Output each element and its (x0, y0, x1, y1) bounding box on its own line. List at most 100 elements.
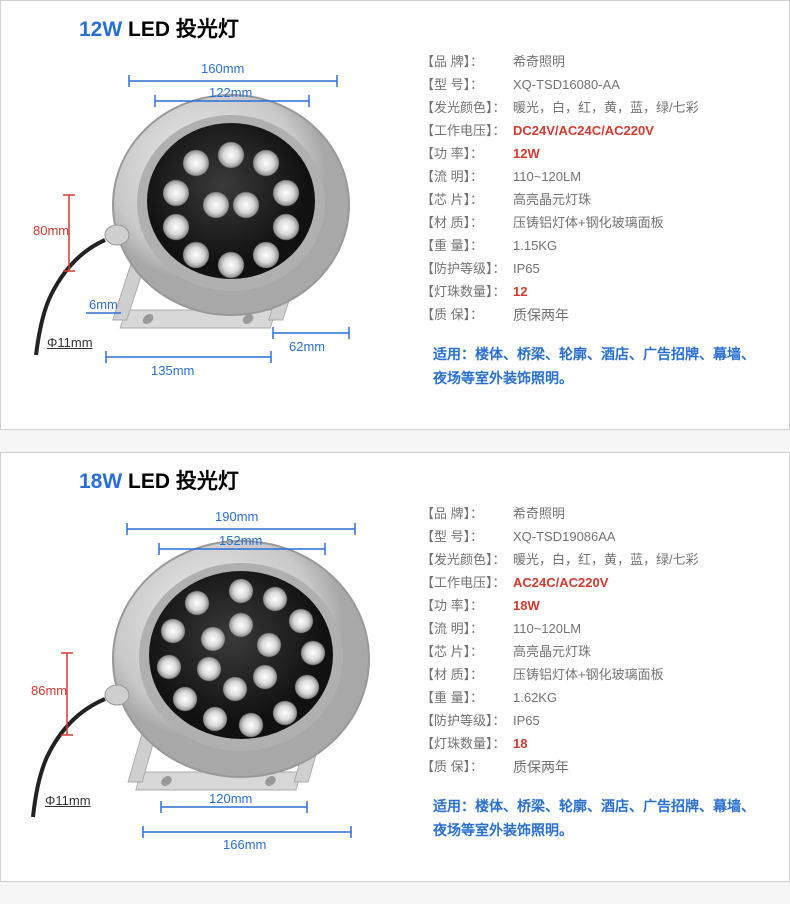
spec-label: 【流 明】： (421, 622, 513, 635)
spec-label: 【品 牌】： (421, 55, 513, 68)
spec-row: 【型 号】：XQ-TSD19086AA (421, 530, 773, 543)
spec-value: 12 (513, 285, 527, 298)
spec-label: 【功 率】： (421, 599, 513, 612)
dim-bolt: Φ11mm (47, 335, 93, 350)
spec-label: 【芯 片】： (421, 645, 513, 658)
applicability-text: 适用：楼体、桥梁、轮廓、酒店、广告招牌、幕墙、夜场等室外装饰照明。 (433, 795, 763, 843)
spec-label: 【功 率】： (421, 147, 513, 160)
title-cn: 投光灯 (176, 470, 239, 493)
spec-value: 高亮晶元灯珠 (513, 193, 591, 206)
spec-row: 【功 率】：18W (421, 599, 773, 612)
spec-value: 压铸铝灯体+钢化玻璃面板 (513, 216, 664, 229)
spec-row: 【品 牌】：希奇照明 (421, 507, 773, 520)
diagram-svg (31, 45, 421, 415)
spec-value: IP65 (513, 714, 540, 727)
spec-row: 【防护等级】：IP65 (421, 714, 773, 727)
spec-value: 质保两年 (513, 308, 569, 322)
product-diagram-18w: 190mm 152mm 86mm Φ11mm 120mm 166mm (31, 497, 421, 867)
spec-row: 【灯珠数量】：18 (421, 737, 773, 750)
spec-row: 【芯 片】：高亮晶元灯珠 (421, 645, 773, 658)
title-power: 18W (79, 470, 122, 493)
spec-label: 【质 保】： (421, 308, 513, 322)
spec-value: DC24V/AC24C/AC220V (513, 124, 654, 137)
spec-value: 暖光，白，红，黄，蓝，绿/七彩 (513, 101, 699, 114)
spec-row: 【质 保】：质保两年 (421, 308, 773, 322)
spec-value: 18 (513, 737, 527, 750)
spec-row: 【流 明】：110~120LM (421, 622, 773, 635)
spec-label: 【灯珠数量】： (421, 737, 513, 750)
spec-row: 【防护等级】：IP65 (421, 262, 773, 275)
spec-label: 【防护等级】： (421, 714, 513, 727)
spec-table-18w: 【品 牌】：希奇照明 【型 号】：XQ-TSD19086AA 【发光颜色】： 暖… (421, 507, 773, 784)
spec-row: 【芯 片】：高亮晶元灯珠 (421, 193, 773, 206)
spec-value: XQ-TSD16080-AA (513, 78, 620, 91)
spec-label: 【型 号】： (421, 530, 513, 543)
spec-value: 压铸铝灯体+钢化玻璃面板 (513, 668, 664, 681)
spec-row: 【发光颜色】： 暖光，白，红，黄，蓝，绿/七彩 (421, 101, 773, 114)
spec-label: 【流 明】： (421, 170, 513, 183)
spec-row: 【发光颜色】： 暖光，白，红，黄，蓝，绿/七彩 (421, 553, 773, 566)
spec-row: 【品 牌】：希奇照明 (421, 55, 773, 68)
product-card-12w: 12W LED 投光灯 (0, 0, 790, 430)
dim-side-h: 86mm (31, 683, 67, 698)
spec-value: 110~120LM (513, 170, 581, 183)
spec-label: 【发光颜色】： (421, 101, 513, 114)
spec-value: 质保两年 (513, 760, 569, 774)
spec-row: 【灯珠数量】：12 (421, 285, 773, 298)
spec-label: 【材 质】： (421, 216, 513, 229)
spec-value: 1.62KG (513, 691, 557, 704)
spec-value: 高亮晶元灯珠 (513, 645, 591, 658)
spec-label: 【质 保】： (421, 760, 513, 774)
spec-label: 【发光颜色】： (421, 553, 513, 566)
dim-base-w: 120mm (209, 791, 252, 806)
spec-label: 【灯珠数量】： (421, 285, 513, 298)
product-card-18w: 18W LED 投光灯 (0, 452, 790, 882)
title-led: LED (128, 470, 170, 493)
spec-label: 【品 牌】： (421, 507, 513, 520)
dim-outer-dia: 160mm (201, 61, 244, 76)
applicability-text: 适用：楼体、桥梁、轮廓、酒店、广告招牌、幕墙、夜场等室外装饰照明。 (433, 343, 763, 391)
spec-row: 【重 量】：1.15KG (421, 239, 773, 252)
dim-inner-dia: 122mm (209, 85, 252, 100)
title-cn: 投光灯 (176, 18, 239, 41)
spec-row: 【质 保】：质保两年 (421, 760, 773, 774)
dim-depth: 62mm (289, 339, 325, 354)
spec-table-12w: 【品 牌】：希奇照明 【型 号】：XQ-TSD16080-AA 【发光颜色】： … (421, 55, 773, 332)
spec-row: 【重 量】：1.62KG (421, 691, 773, 704)
spec-label: 【工作电压】： (421, 576, 513, 589)
dim-plate-offset: 6mm (89, 297, 118, 312)
spec-value: 18W (513, 599, 540, 612)
dim-inner-dia: 152mm (219, 533, 262, 548)
spec-value: 希奇照明 (513, 55, 565, 68)
spec-label: 【重 量】： (421, 691, 513, 704)
spec-row: 【材 质】：压铸铝灯体+钢化玻璃面板 (421, 216, 773, 229)
spec-value: 1.15KG (513, 239, 557, 252)
dim-base-w: 135mm (151, 363, 194, 378)
dim-outer-dia: 190mm (215, 509, 258, 524)
diagram-svg (31, 497, 421, 867)
spec-row: 【功 率】：12W (421, 147, 773, 160)
spec-value: 暖光，白，红，黄，蓝，绿/七彩 (513, 553, 699, 566)
spec-label: 【重 量】： (421, 239, 513, 252)
spec-value: IP65 (513, 262, 540, 275)
spec-row: 【型 号】：XQ-TSD16080-AA (421, 78, 773, 91)
product-title: 12W LED 投光灯 (79, 13, 239, 43)
spec-row: 【流 明】：110~120LM (421, 170, 773, 183)
spec-value: AC24C/AC220V (513, 576, 608, 589)
spec-row: 【工作电压】：DC24V/AC24C/AC220V (421, 124, 773, 137)
spec-value: 12W (513, 147, 540, 160)
spec-label: 【型 号】： (421, 78, 513, 91)
spec-value: XQ-TSD19086AA (513, 530, 616, 543)
spec-row: 【材 质】：压铸铝灯体+钢化玻璃面板 (421, 668, 773, 681)
spec-row: 【工作电压】：AC24C/AC220V (421, 576, 773, 589)
spec-label: 【防护等级】： (421, 262, 513, 275)
product-title: 18W LED 投光灯 (79, 465, 239, 495)
spec-value: 110~120LM (513, 622, 581, 635)
dim-side-h: 80mm (33, 223, 69, 238)
spec-label: 【工作电压】： (421, 124, 513, 137)
spec-label: 【芯 片】： (421, 193, 513, 206)
dim-depth: 166mm (223, 837, 266, 852)
spec-label: 【材 质】： (421, 668, 513, 681)
product-diagram-12w: 160mm 122mm 80mm Φ11mm 6mm 135mm 62mm (31, 45, 421, 415)
title-power: 12W (79, 18, 122, 41)
